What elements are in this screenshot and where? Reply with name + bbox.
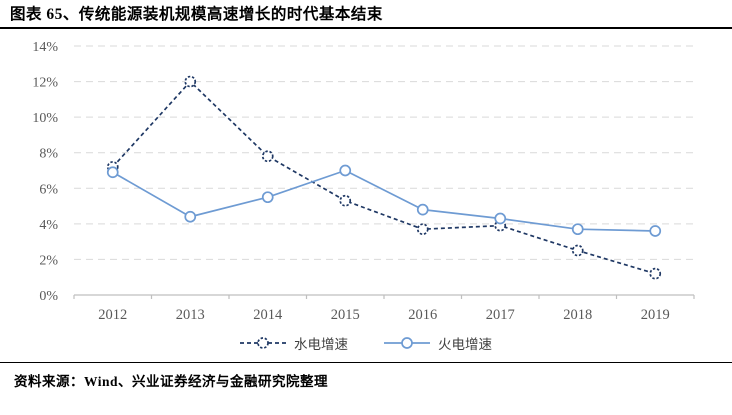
x-tick-label: 2018 xyxy=(563,307,592,323)
source-text: 资料来源：Wind、兴业证券经济与金融研究院整理 xyxy=(14,374,329,389)
data-point-marker xyxy=(184,210,197,223)
data-point-marker xyxy=(571,223,584,236)
x-tick-label: 2015 xyxy=(331,307,360,323)
y-tick-label: 10% xyxy=(32,111,58,126)
y-tick-label: 14% xyxy=(32,40,58,55)
legend-item-thermal: 火电增速 xyxy=(384,333,492,353)
series-line-0 xyxy=(112,80,656,275)
gridlines xyxy=(74,45,694,296)
x-axis-ticks xyxy=(73,295,695,299)
data-point-marker xyxy=(416,203,429,216)
y-axis-labels: 0% 2% 4% 6% 8% 10% 12% 14% xyxy=(32,40,58,304)
data-point-marker xyxy=(106,166,119,179)
data-point-marker xyxy=(261,191,274,204)
legend-item-hydro: 水电增速 xyxy=(240,333,348,353)
thermal-line-marker-icon xyxy=(384,336,430,350)
x-tick-label: 2013 xyxy=(176,307,205,323)
chart-canvas: 0%2%4%6%8%10%12%14%2012 2013 2014 2015 2016 2… xyxy=(32,40,695,323)
y-tick-label: 12% xyxy=(32,76,58,91)
series-markers-1 xyxy=(106,164,662,237)
y-tick-label: 8% xyxy=(39,147,58,162)
x-tick-label: 2012 xyxy=(98,307,127,323)
x-tick-label: 2014 xyxy=(253,307,283,323)
data-point-marker xyxy=(339,164,352,177)
data-point-marker xyxy=(184,75,197,88)
data-point-marker xyxy=(339,194,352,207)
data-point-marker xyxy=(649,225,662,237)
hydro-line-marker-icon xyxy=(240,336,286,350)
series-line-1 xyxy=(112,169,656,232)
x-tick-label: 2016 xyxy=(408,307,437,323)
data-point-marker xyxy=(649,267,662,280)
y-tick-label: 2% xyxy=(39,253,58,268)
legend-label-thermal: 火电增速 xyxy=(438,337,492,352)
chart-legend: 水电增速 火电增速 xyxy=(0,331,732,355)
data-point-marker xyxy=(494,212,507,225)
y-tick-label: 6% xyxy=(39,182,58,197)
data-point-marker xyxy=(571,244,584,257)
data-point-marker xyxy=(416,223,429,236)
chart-title: 图表 65、传统能源装机规模高速增长的时代基本结束 xyxy=(10,6,383,23)
y-tick-label: 4% xyxy=(39,218,58,233)
x-axis-labels: 2012 2013 2014 2015 2016 2017 2018 2019 xyxy=(98,307,670,323)
y-tick-label: 0% xyxy=(39,289,58,304)
chart-area: 0% 2% 4% 6% 8% 10% 12% 14% 2012 2013 2014 2015 2016 2… xyxy=(0,29,732,355)
legend-label-hydro: 水电增速 xyxy=(294,337,348,352)
x-tick-label: 2017 xyxy=(486,307,515,323)
series-markers-0 xyxy=(106,75,662,280)
chart-title-bar: 图表 65、传统能源装机规模高速增长的时代基本结束 xyxy=(0,0,732,29)
data-point-marker xyxy=(261,150,274,163)
x-tick-label: 2019 xyxy=(641,307,670,323)
source-bar: 资料来源：Wind、兴业证券经济与金融研究院整理 xyxy=(0,362,732,390)
